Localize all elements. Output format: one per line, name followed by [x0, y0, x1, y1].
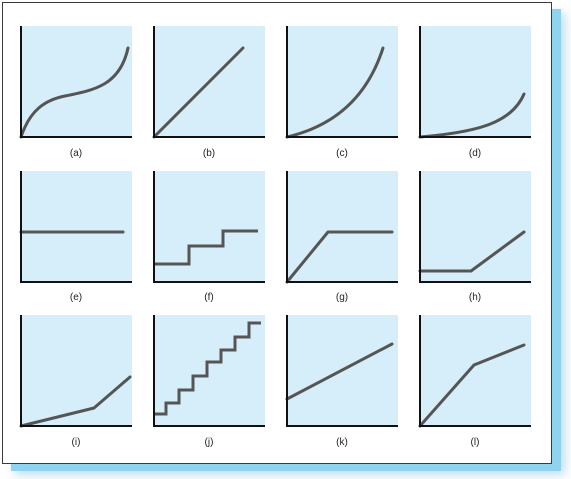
panel-j-curve: [154, 321, 261, 416]
panel-j-axes: [153, 315, 265, 427]
panel-h-label: (h): [469, 292, 481, 303]
panel-k-label: (k): [336, 437, 348, 448]
panel-c-label: (c): [336, 148, 348, 159]
panel-b-label: (b): [203, 148, 215, 159]
panel-e-axes: [20, 171, 132, 283]
panel-b-curve: [152, 46, 245, 139]
panel-l: (l): [418, 315, 531, 448]
panel-g: (g): [285, 171, 398, 303]
panel-h-curve: [418, 230, 526, 273]
panel-d-label: (d): [469, 148, 481, 159]
panel-a-axes: [20, 26, 132, 138]
panel-e-label: (e): [70, 292, 82, 303]
panel-h: (h): [418, 171, 531, 303]
panel-i-curve: [19, 375, 132, 428]
panel-c-curve: [285, 46, 385, 139]
panel-k-axes: [286, 315, 398, 427]
panel-d-curve: [418, 92, 526, 139]
panel-i-label: (i): [72, 437, 81, 448]
panel-d-axes: [419, 26, 531, 138]
panel-f-axes: [153, 171, 265, 283]
panel-j-plot-area: [154, 315, 265, 426]
panel-k: (k): [285, 315, 398, 448]
panel-c-axes: [286, 26, 398, 138]
panel-c-plot-area: [287, 26, 398, 137]
panel-a-plot-area: [21, 26, 132, 137]
panel-l-plot-area: [420, 315, 531, 426]
panel-h-plot-area: [420, 171, 531, 282]
panel-b: (b): [152, 26, 265, 159]
panel-a: (a): [19, 26, 132, 159]
panel-f-curve: [154, 229, 258, 266]
panel-j-label: (j): [205, 437, 214, 448]
panel-g-curve: [285, 230, 394, 284]
panel-a-label: (a): [70, 148, 82, 159]
panel-i-plot-area: [21, 315, 132, 426]
panel-f-label: (f): [204, 292, 213, 303]
panel-l-label: (l): [471, 437, 480, 448]
panel-h-axes: [419, 171, 531, 283]
panel-l-curve: [418, 343, 526, 428]
panel-g-plot-area: [287, 171, 398, 282]
panel-f: (f): [153, 171, 265, 303]
panel-e: (e): [19, 171, 132, 303]
panel-a-curve: [19, 46, 130, 139]
panel-e-plot-area: [21, 171, 132, 282]
panel-i: (i): [19, 315, 132, 448]
panel-c: (c): [285, 26, 398, 159]
panel-i-axes: [20, 315, 132, 427]
panel-j: (j): [153, 315, 265, 448]
panel-b-axes: [153, 26, 265, 138]
panel-d-plot-area: [420, 26, 531, 137]
panel-g-label: (g): [336, 292, 348, 303]
panel-g-axes: [286, 171, 398, 283]
panel-k-curve: [285, 342, 394, 401]
panel-d: (d): [418, 26, 531, 159]
panel-l-axes: [419, 315, 531, 427]
